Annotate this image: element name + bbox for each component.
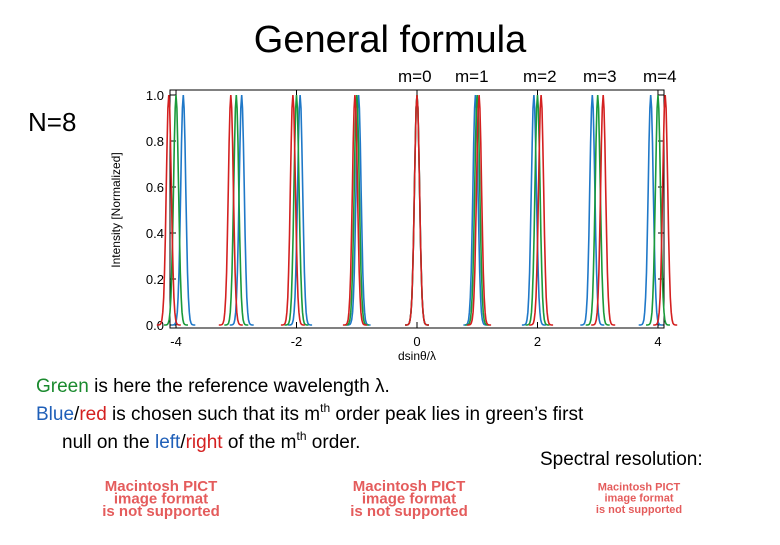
order-label: m=4 [643, 67, 677, 86]
placeholder-text: image format [114, 490, 208, 507]
peak [344, 94, 369, 326]
peak [218, 94, 243, 326]
superscript: th [320, 401, 330, 415]
text-run: Blue [36, 404, 74, 425]
x-tick-label: 0 [413, 334, 420, 349]
y-tick-label: 0.4 [146, 226, 164, 241]
x-tick-label: 2 [534, 334, 541, 349]
order-label: m=2 [523, 67, 557, 86]
body-line: null on the left/right of the mth order. [62, 429, 360, 453]
y-tick-label: 0.6 [146, 180, 164, 195]
text-run: is chosen such that its m [107, 404, 320, 425]
body-line: Green is here the reference wavelength λ… [36, 376, 390, 397]
side-label: N=8 [28, 107, 76, 137]
peak [405, 94, 429, 326]
peak [405, 94, 429, 326]
text-run: is here the reference wavelength λ. [89, 376, 390, 397]
x-axis-title: dsinθ/λ [398, 349, 436, 363]
y-axis-title: Intensity [Normalized] [109, 152, 123, 267]
peak [467, 94, 492, 326]
peak [405, 94, 429, 326]
peak [156, 94, 181, 326]
peak [529, 94, 554, 326]
peak [580, 94, 605, 326]
peak [284, 94, 309, 326]
peak [463, 94, 488, 326]
placeholder-text: is not supported [596, 504, 682, 516]
peak [585, 94, 610, 326]
peak [164, 94, 188, 326]
peak [229, 94, 254, 326]
peak [280, 94, 305, 326]
peak [521, 94, 546, 326]
peak [171, 94, 196, 326]
x-tick-label: -4 [170, 334, 182, 349]
text-run: left [155, 432, 181, 453]
text-run: order. [307, 432, 361, 453]
placeholder-text: image format [362, 490, 456, 507]
peak [346, 94, 371, 326]
peak [288, 94, 313, 326]
peak [465, 94, 490, 326]
text-run: / [74, 404, 80, 425]
y-tick-label: 0.0 [146, 318, 164, 333]
peak [646, 94, 670, 326]
text-run: Green [36, 376, 89, 397]
text-run: / [180, 432, 186, 453]
superscript: th [297, 429, 307, 443]
text-run: right [186, 432, 224, 453]
peak [591, 94, 616, 326]
text-run: null on the [62, 432, 155, 453]
x-tick-label: -2 [291, 334, 303, 349]
peak [653, 94, 678, 326]
placeholder-text: Macintosh PICT [105, 478, 218, 495]
placeholder-text: Macintosh PICT [353, 478, 466, 495]
x-tick-label: 4 [654, 334, 661, 349]
order-label: m=1 [455, 67, 489, 86]
placeholder-text: is not supported [102, 503, 220, 520]
peak [342, 94, 367, 326]
y-tick-label: 1.0 [146, 88, 164, 103]
body-line: Blue/red is chosen such that its mth ord… [36, 401, 584, 425]
peak [525, 94, 550, 326]
placeholder-text: image format [604, 493, 673, 505]
order-label: m=3 [583, 67, 617, 86]
peak [638, 94, 663, 326]
y-tick-label: 0.8 [146, 134, 164, 149]
title: General formula [254, 19, 527, 61]
peak [224, 94, 249, 326]
text-run: of the m [223, 432, 297, 453]
text-run: order peak lies in green’s first [330, 404, 584, 425]
note: Spectral resolution: [540, 449, 703, 470]
order-label: m=0 [398, 67, 432, 86]
text-run: red [79, 404, 106, 425]
y-tick-label: 0.2 [146, 272, 164, 287]
placeholder-text: Macintosh PICT [598, 481, 681, 493]
placeholder-text: is not supported [350, 503, 468, 520]
